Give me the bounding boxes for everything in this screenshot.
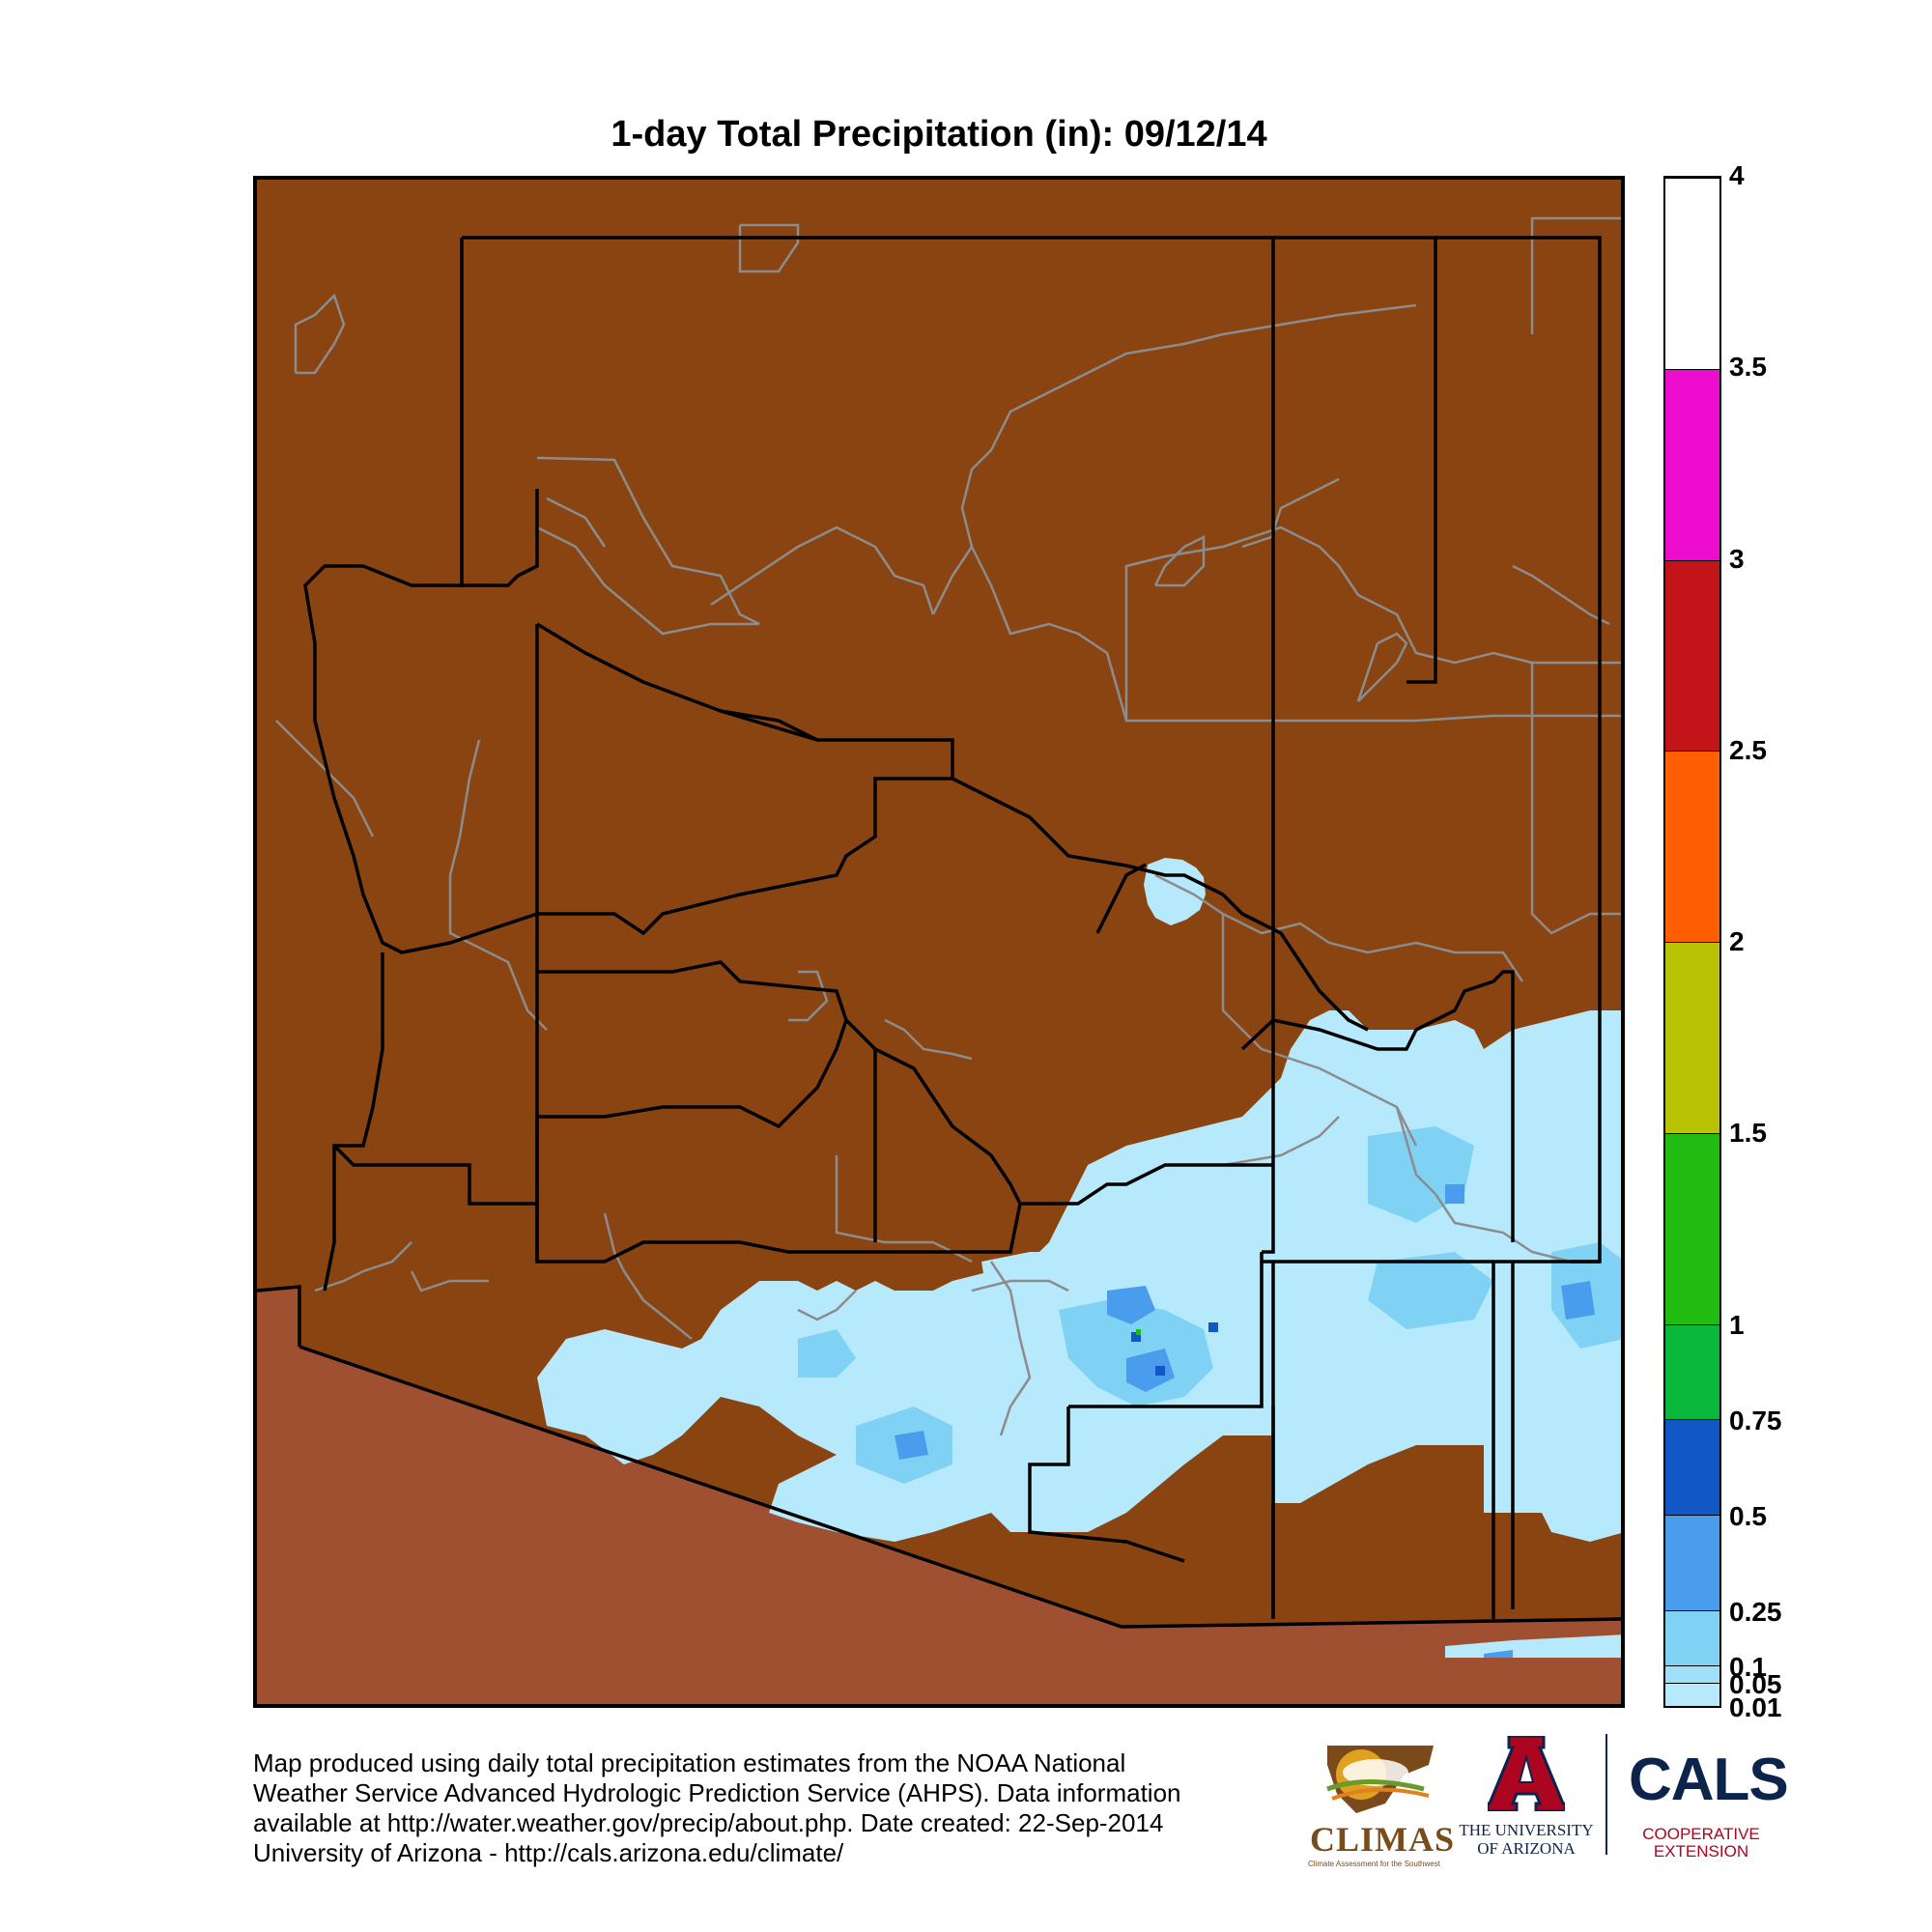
colorbar-segment bbox=[1665, 1323, 1719, 1421]
colorbar-segment bbox=[1665, 1610, 1719, 1667]
reservation-boundaries bbox=[275, 216, 1621, 1436]
colorbar-tick-label: 0.1 bbox=[1729, 1651, 1767, 1682]
cals-logo-text: CALS bbox=[1629, 1747, 1789, 1813]
colorbar-tick-label: 0.05 bbox=[1729, 1669, 1782, 1700]
climas-logo-icon bbox=[1326, 1746, 1434, 1813]
colorbar-segment bbox=[1665, 559, 1719, 753]
colorbar-tick-label: 4 bbox=[1729, 160, 1745, 190]
footer-line-4: University of Arizona - http://cals.ariz… bbox=[253, 1838, 844, 1867]
colorbar-segment bbox=[1665, 942, 1719, 1134]
ua-logo-line-2: OF ARIZONA bbox=[1477, 1839, 1576, 1858]
colorbar-segment bbox=[1665, 751, 1719, 943]
colorbar-tick-label: 1 bbox=[1729, 1309, 1745, 1340]
colorbar-segment bbox=[1665, 1419, 1719, 1517]
colorbar-tick-label: 0.5 bbox=[1729, 1500, 1767, 1531]
footer-line-2: Weather Service Advanced Hydrologic Pred… bbox=[253, 1778, 1181, 1807]
precip-heavy bbox=[1131, 1322, 1218, 1376]
footer-note: Map produced using daily total precipita… bbox=[253, 1748, 1316, 1868]
mexico-region bbox=[257, 1287, 1621, 1704]
colorbar-tick-label: 1.5 bbox=[1729, 1118, 1767, 1149]
colorbar-tick-label: 2 bbox=[1729, 926, 1745, 956]
colorbar-tick-label: 0.75 bbox=[1729, 1405, 1782, 1435]
colorbar-tick-label: 2.5 bbox=[1729, 734, 1767, 765]
climas-logo-subtext: Climate Assessment for the Southwest bbox=[1308, 1860, 1440, 1868]
colorbar-segment bbox=[1665, 1683, 1719, 1706]
footer-line-3: available at http://water.weather.gov/pr… bbox=[253, 1808, 1164, 1837]
cals-logo-sub-1: COOPERATIVE bbox=[1642, 1825, 1760, 1843]
colorbar-tick-label: 3 bbox=[1729, 543, 1745, 574]
ua-logo-line-1: THE UNIVERSITY bbox=[1459, 1821, 1594, 1839]
map-title: 1-day Total Precipitation (in): 09/12/14 bbox=[611, 114, 1267, 155]
colorbar-segment bbox=[1665, 1132, 1719, 1325]
colorbar-segment bbox=[1665, 178, 1719, 370]
logos: CLIMAS Climate Assessment for the Southw… bbox=[1304, 1734, 1884, 1879]
colorbar-segment bbox=[1665, 1665, 1719, 1685]
colorbar-segment bbox=[1665, 1515, 1719, 1612]
colorbar bbox=[1663, 176, 1721, 1708]
precip-max bbox=[1136, 1329, 1141, 1335]
precip-area-north-central bbox=[1144, 858, 1206, 925]
logo-divider bbox=[1605, 1734, 1607, 1855]
county-boundaries bbox=[257, 236, 1621, 1629]
precipitation-map bbox=[257, 216, 1621, 1704]
precip-area-east-edge bbox=[1571, 1011, 1621, 1165]
footer-line-1: Map produced using daily total precipita… bbox=[253, 1748, 1126, 1777]
climas-logo-text: CLIMAS bbox=[1310, 1820, 1456, 1859]
university-of-arizona-logo-icon bbox=[1488, 1736, 1565, 1811]
precip-moderate bbox=[895, 1184, 1595, 1658]
map-frame bbox=[253, 176, 1625, 1708]
colorbar-tick-label: 3.5 bbox=[1729, 352, 1767, 383]
colorbar-tick-label: 0.25 bbox=[1729, 1596, 1782, 1627]
colorbar-segment bbox=[1665, 368, 1719, 561]
precip-area-border-strip bbox=[1445, 1634, 1621, 1658]
colorbar-tick-label: 0.01 bbox=[1729, 1692, 1782, 1722]
cals-logo-sub-2: EXTENSION bbox=[1653, 1842, 1749, 1861]
